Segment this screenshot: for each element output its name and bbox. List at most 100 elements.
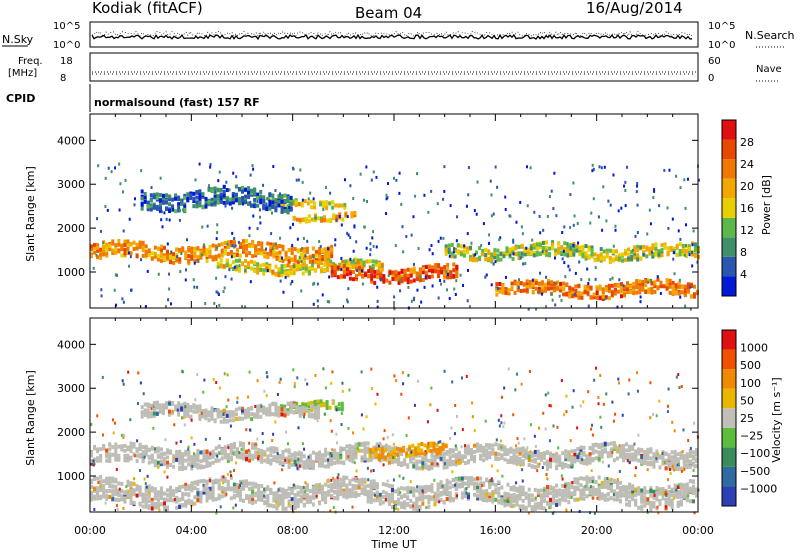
range-cell bbox=[274, 271, 278, 276]
range-cell bbox=[520, 251, 524, 256]
noise-cell bbox=[624, 204, 627, 208]
range-cell bbox=[463, 461, 467, 466]
range-cell bbox=[618, 454, 622, 459]
range-cell bbox=[114, 487, 118, 492]
range-cell bbox=[333, 269, 337, 274]
range-cell bbox=[653, 289, 657, 294]
range-cell bbox=[161, 193, 165, 198]
range-cell bbox=[535, 250, 539, 255]
range-cell bbox=[354, 494, 358, 499]
range-cell bbox=[308, 259, 312, 264]
noise-cell bbox=[607, 199, 610, 203]
noise-cell bbox=[218, 303, 221, 307]
range-cell bbox=[202, 478, 206, 483]
range-cell bbox=[478, 246, 482, 251]
range-cell bbox=[275, 455, 279, 460]
range-cell bbox=[289, 201, 293, 206]
range-cell bbox=[470, 447, 473, 452]
range-cell bbox=[336, 489, 340, 494]
range-cell bbox=[347, 258, 351, 263]
range-cell bbox=[664, 451, 668, 456]
range-cell bbox=[371, 266, 375, 271]
range-cell bbox=[557, 250, 561, 255]
range-cell bbox=[555, 453, 559, 458]
noise-cell bbox=[375, 175, 378, 179]
range-cell bbox=[166, 493, 169, 498]
range-cell bbox=[309, 199, 313, 204]
range-cell bbox=[302, 502, 306, 507]
noise-cell bbox=[531, 278, 534, 282]
noise-cell bbox=[300, 260, 303, 264]
range-cell bbox=[444, 247, 448, 252]
range-cell bbox=[581, 254, 585, 259]
noise-cell bbox=[95, 253, 98, 257]
noise-cell bbox=[104, 205, 107, 209]
noise-cell bbox=[293, 265, 296, 269]
range-cell bbox=[190, 246, 194, 251]
noise-cell bbox=[512, 238, 515, 242]
noise-cell bbox=[265, 202, 268, 206]
range-cell bbox=[348, 444, 352, 449]
range-cell bbox=[271, 200, 275, 205]
range-cell bbox=[406, 463, 410, 468]
range-cell bbox=[222, 264, 226, 269]
range-cell bbox=[187, 254, 191, 259]
colorbar-segment bbox=[722, 139, 736, 160]
noise-cell bbox=[194, 178, 197, 182]
range-cell bbox=[159, 493, 163, 498]
range-cell bbox=[644, 283, 648, 288]
range-cell bbox=[150, 256, 154, 261]
range-cell bbox=[620, 258, 624, 263]
range-cell bbox=[269, 446, 273, 451]
range-cell bbox=[366, 458, 370, 463]
noise-cell bbox=[217, 291, 220, 295]
range-cell bbox=[351, 493, 355, 498]
range-cell bbox=[192, 191, 196, 196]
range-cell bbox=[237, 268, 241, 273]
range-cell bbox=[226, 483, 230, 488]
range-cell bbox=[333, 454, 337, 459]
range-cell bbox=[184, 492, 188, 497]
noise-cell bbox=[677, 229, 680, 233]
range-cell bbox=[567, 452, 571, 457]
range-cell bbox=[266, 255, 270, 260]
range-cell bbox=[569, 249, 573, 254]
range-cell bbox=[387, 460, 391, 465]
range-cell bbox=[254, 499, 258, 504]
range-cell bbox=[183, 193, 187, 198]
noise-cell bbox=[113, 288, 116, 292]
range-cell bbox=[263, 249, 267, 254]
range-cell bbox=[141, 504, 145, 509]
range-cell bbox=[448, 494, 452, 499]
range-cell bbox=[554, 248, 558, 253]
range-cell bbox=[360, 487, 364, 492]
range-cell bbox=[448, 462, 452, 467]
range-cell bbox=[336, 492, 340, 497]
range-cell bbox=[412, 489, 416, 494]
range-cell bbox=[668, 284, 672, 289]
range-cell bbox=[494, 488, 498, 493]
noise-cell bbox=[249, 173, 252, 177]
range-cell bbox=[114, 497, 118, 502]
range-cell bbox=[542, 455, 546, 460]
noise-cell bbox=[92, 266, 95, 270]
range-cell bbox=[536, 462, 540, 467]
range-cell bbox=[240, 262, 244, 267]
noise-cell bbox=[412, 262, 415, 266]
range-cell bbox=[251, 489, 255, 494]
power-x-ticks bbox=[89, 114, 699, 308]
range-cell bbox=[339, 450, 343, 455]
range-cell bbox=[274, 208, 278, 213]
noise-cell bbox=[402, 250, 405, 254]
range-cell bbox=[505, 249, 509, 254]
range-cell bbox=[251, 445, 255, 450]
range-cell bbox=[427, 496, 431, 501]
range-cell bbox=[226, 453, 230, 458]
range-cell bbox=[147, 250, 151, 255]
range-cell bbox=[117, 457, 121, 462]
noise-cell bbox=[167, 298, 170, 302]
range-cell bbox=[403, 500, 407, 505]
range-cell bbox=[415, 497, 419, 502]
range-cell bbox=[394, 489, 397, 494]
range-cell bbox=[491, 492, 495, 497]
